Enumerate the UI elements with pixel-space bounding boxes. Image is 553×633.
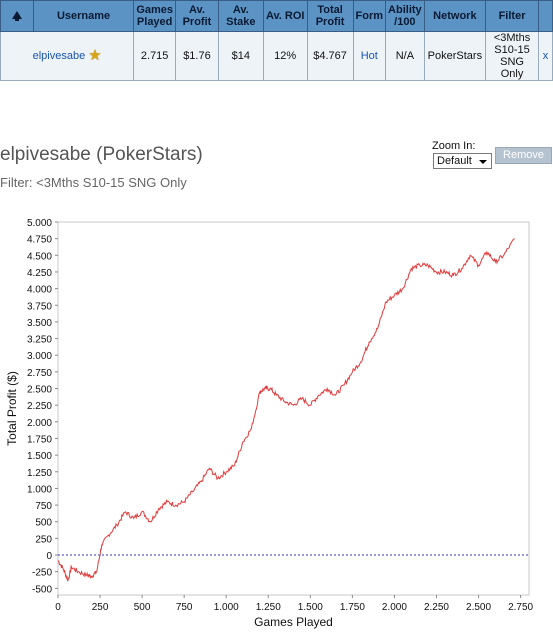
remove-button[interactable]: Remove	[495, 147, 552, 164]
header-stake-line2: Stake	[226, 16, 256, 28]
header-games-line1: Games	[136, 4, 174, 16]
x-tick-label: 1.750	[340, 602, 365, 613]
cell-filter: <3Mths S10-15 SNG Only	[485, 31, 539, 81]
x-tick-label: 2.750	[508, 602, 533, 613]
filter-description: Filter: <3Mths S10-15 SNG Only	[0, 175, 187, 190]
cell-remove: x	[537, 31, 553, 81]
header-av-profit[interactable]: Av. Profit	[175, 0, 219, 32]
zoom-label: Zoom In:	[432, 140, 476, 152]
header-av-roi[interactable]: Av. ROI	[262, 0, 308, 32]
y-tick-label: 2.500	[27, 385, 52, 396]
star-icon: ★	[88, 47, 102, 64]
series-line-total-profit	[57, 238, 515, 582]
chevron-down-icon	[479, 160, 487, 164]
cell-av-stake: $14	[217, 31, 264, 81]
x-tick-label: 2.250	[424, 602, 449, 613]
y-tick-label: 4.000	[27, 285, 52, 296]
y-tick-label: 4.500	[27, 251, 52, 262]
cell-games-played: 2.715	[133, 31, 177, 81]
cell-total-profit: $4.767	[306, 31, 354, 81]
header-profit-line2: Profit	[182, 16, 212, 28]
y-tick-label: 750	[35, 501, 52, 512]
header-total-line2: Profit	[315, 16, 345, 28]
header-ability[interactable]: Ability /100	[385, 0, 425, 32]
y-tick-label: 1.500	[27, 451, 52, 462]
header-profit-line1: Av.	[189, 4, 205, 16]
header-form[interactable]: Form	[352, 0, 387, 32]
results-table: Username Games Played Av. Profit Av. Sta…	[0, 0, 553, 81]
y-tick-label: 4.250	[27, 268, 52, 279]
header-games-line2: Played	[136, 16, 173, 28]
remove-row-link[interactable]: x	[542, 50, 549, 62]
sort-column-header[interactable]	[0, 0, 34, 32]
header-total-profit[interactable]: Total Profit	[306, 0, 354, 32]
x-tick-label: 250	[92, 602, 109, 613]
cell-username: elpivesabe ★	[0, 31, 135, 81]
player-title: elpivesabe (PokerStars)	[0, 144, 203, 165]
y-tick-label: -500	[32, 584, 52, 595]
y-tick-label: 2.250	[27, 401, 52, 412]
y-tick-label: 5.000	[27, 218, 52, 229]
x-tick-label: 2.500	[466, 602, 491, 613]
table-row: elpivesabe ★ 2.715 $1.76 $14 12% $4.767 …	[0, 31, 553, 81]
y-tick-label: 3.250	[27, 335, 52, 346]
sort-up-icon[interactable]	[11, 10, 22, 22]
header-ability-line1: Ability	[388, 4, 422, 16]
header-games-played[interactable]: Games Played	[133, 0, 177, 32]
x-tick-label: 1.250	[256, 602, 281, 613]
x-axis: 0 250 500 750 1.000 1.250 1.500 1.750 2.000 2.250…	[55, 595, 534, 613]
filter-line2: S10-15	[494, 44, 530, 56]
x-tick-label: 750	[176, 602, 193, 613]
table-header-row: Username Games Played Av. Profit Av. Sta…	[0, 0, 553, 32]
header-stake-line1: Av.	[232, 4, 249, 16]
header-remove	[537, 0, 553, 32]
y-axis-label: Total Profit ($)	[5, 371, 19, 446]
y-tick-label: 1.750	[27, 434, 52, 445]
cell-ability: N/A	[385, 31, 425, 81]
cell-av-profit: $1.76	[175, 31, 219, 81]
header-network[interactable]: Network	[423, 0, 487, 32]
header-username[interactable]: Username	[32, 0, 135, 32]
x-tick-label: 1.500	[298, 602, 323, 613]
header-ability-line2: /100	[394, 16, 416, 28]
y-tick-label: 3.000	[27, 351, 52, 362]
y-tick-label: 4.750	[27, 235, 52, 246]
x-axis-label: Games Played	[254, 615, 333, 629]
cell-av-roi: 12%	[262, 31, 308, 81]
y-tick-label: 2.000	[27, 418, 52, 429]
plot-frame	[57, 221, 530, 596]
header-filter[interactable]: Filter	[485, 0, 539, 32]
cell-network: PokerStars	[423, 31, 487, 81]
y-tick-label: -250	[32, 568, 52, 579]
profit-chart: -500 -250 0 250 500 750 1.000 1.250 1.500 1.750 2.…	[5, 218, 534, 629]
x-tick-label: 1.000	[214, 602, 239, 613]
y-tick-label: 1.000	[27, 484, 52, 495]
y-tick-label: 0	[46, 551, 52, 562]
zoom-select-value: Default	[437, 155, 472, 167]
form-link[interactable]: Hot	[360, 50, 378, 62]
filter-line1: <3Mths	[493, 32, 531, 44]
y-axis: -500 -250 0 250 500 750 1.000 1.250 1.500 1.750 2.…	[27, 218, 58, 595]
header-total-line1: Total	[317, 4, 343, 16]
y-tick-label: 3.500	[27, 318, 52, 329]
filter-line3: SNG Only	[500, 56, 524, 80]
x-tick-label: 0	[55, 602, 61, 613]
y-tick-label: 1.250	[27, 468, 52, 479]
x-tick-label: 2.000	[382, 602, 407, 613]
y-tick-label: 500	[35, 518, 52, 529]
y-tick-label: 2.750	[27, 368, 52, 379]
y-tick-label: 250	[35, 534, 52, 545]
zoom-select[interactable]: Default	[433, 153, 492, 169]
header-av-stake[interactable]: Av. Stake	[217, 0, 264, 32]
cell-form: Hot	[352, 31, 387, 81]
y-tick-label: 3.750	[27, 301, 52, 312]
username-link[interactable]: elpivesabe	[32, 50, 86, 62]
x-tick-label: 500	[134, 602, 151, 613]
